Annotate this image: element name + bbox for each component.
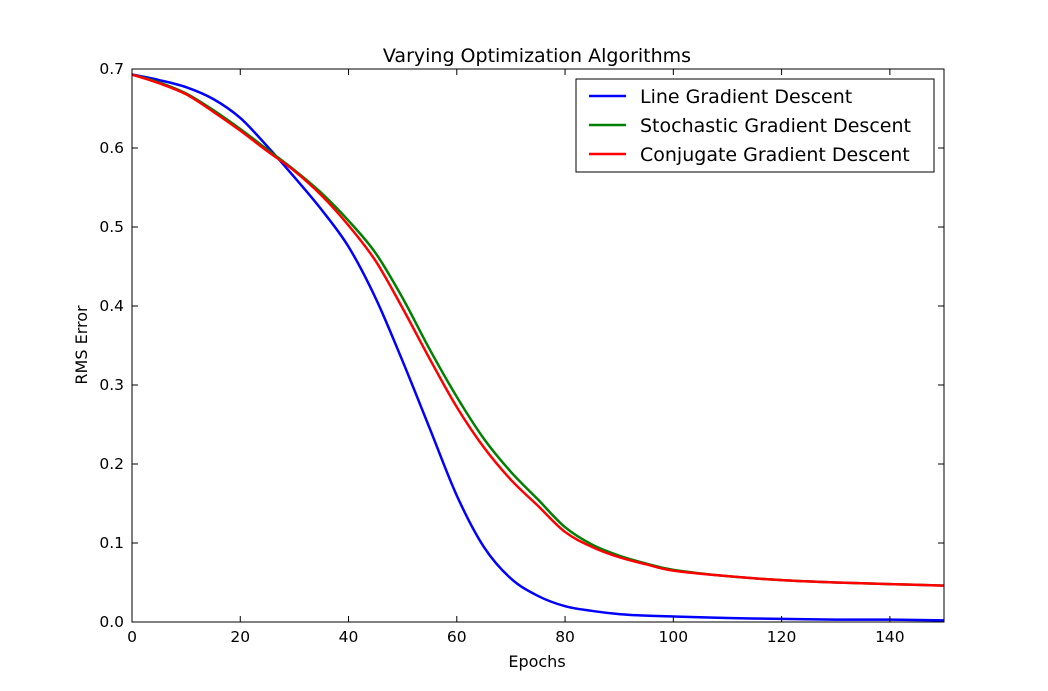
x-tick-label: 80 <box>555 628 575 646</box>
y-tick-label: 0.4 <box>99 297 124 315</box>
x-tick-label: 40 <box>339 628 359 646</box>
series-layer <box>131 73 945 622</box>
chart-title: Varying Optimization Algorithms <box>383 45 691 67</box>
legend-label-2: Conjugate Gradient Descent <box>640 144 910 166</box>
x-axis-title: Epochs <box>508 652 565 671</box>
series-line-0 <box>131 73 945 622</box>
legend-label-1: Stochastic Gradient Descent <box>640 115 911 137</box>
ticks-layer: 0 20 40 60 80 100 120 140 0.0 0.1 0.2 0.3 0.4 0.5 0.6 0… <box>99 60 944 646</box>
y-tick-label: 0.7 <box>99 60 124 78</box>
y-tick-label: 0.6 <box>99 139 124 157</box>
x-tick-label: 0 <box>127 628 137 646</box>
series-line-2 <box>131 73 945 587</box>
y-tick-label: 0.3 <box>99 376 124 394</box>
y-axis-title: RMS Error <box>72 305 91 385</box>
x-tick-label: 120 <box>767 628 797 646</box>
x-tick-label: 140 <box>875 628 905 646</box>
y-tick-label: 0.0 <box>99 613 124 631</box>
legend-label-0: Line Gradient Descent <box>640 86 852 108</box>
y-tick-label: 0.2 <box>99 455 124 473</box>
legend: Line Gradient Descent Stochastic Gradient… <box>575 78 935 173</box>
x-tick-label: 100 <box>659 628 689 646</box>
x-tick-label: 60 <box>447 628 467 646</box>
legend-box <box>575 78 935 173</box>
x-tick-label: 20 <box>230 628 250 646</box>
y-tick-label: 0.5 <box>99 218 124 236</box>
plot-frame <box>131 68 945 623</box>
y-tick-label: 0.1 <box>99 534 124 552</box>
